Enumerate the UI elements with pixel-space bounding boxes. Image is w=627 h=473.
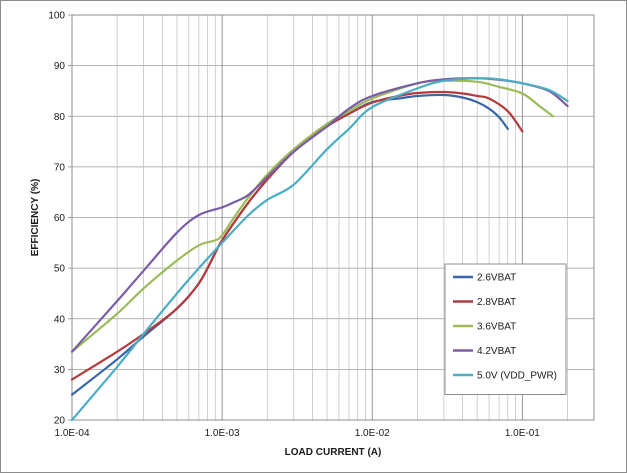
y-tick-label: 20 bbox=[54, 416, 66, 427]
legend: 2.6VBAT 2.8VBAT 3.6VBAT 4.2VBAT 5.0V (VDD_PW… bbox=[444, 263, 567, 395]
series-line-5.0V (VDD_PWR) bbox=[70, 77, 569, 422]
tick-labels: 20 30 40 50 60 70 80 90 100 1.0E-04 1.0E-03 1.0E-02… bbox=[48, 11, 540, 440]
legend-label: 5.0V (VDD_PWR) bbox=[477, 371, 557, 382]
legend-box bbox=[444, 263, 567, 395]
y-tick-label: 60 bbox=[54, 213, 66, 224]
x-axis-title: LOAD CURRENT (A) bbox=[285, 447, 382, 458]
y-tick-label: 80 bbox=[54, 112, 66, 123]
legend-label: 2.8VBAT bbox=[477, 297, 516, 308]
y-tick-label: 90 bbox=[54, 61, 66, 72]
y-tick-label: 30 bbox=[54, 365, 66, 376]
x-tick-label: 1.0E-04 bbox=[54, 428, 89, 439]
x-tick-label: 1.0E-01 bbox=[505, 428, 540, 439]
series-layer bbox=[70, 77, 569, 422]
y-tick-label: 70 bbox=[54, 162, 66, 173]
series-line-2.6VBAT bbox=[70, 93, 509, 396]
y-tick-label: 40 bbox=[54, 314, 66, 325]
legend-label: 2.6VBAT bbox=[477, 273, 516, 284]
series-line-3.6VBAT bbox=[70, 79, 555, 353]
y-axis-title: EFFICIENCY (%) bbox=[30, 179, 41, 257]
y-tick-label: 100 bbox=[48, 11, 65, 22]
y-tick-label: 50 bbox=[54, 264, 66, 275]
legend-label: 3.6VBAT bbox=[477, 322, 516, 333]
x-tick-label: 1.0E-03 bbox=[205, 428, 240, 439]
legend-label: 4.2VBAT bbox=[477, 346, 516, 357]
x-tick-label: 1.0E-02 bbox=[355, 428, 390, 439]
